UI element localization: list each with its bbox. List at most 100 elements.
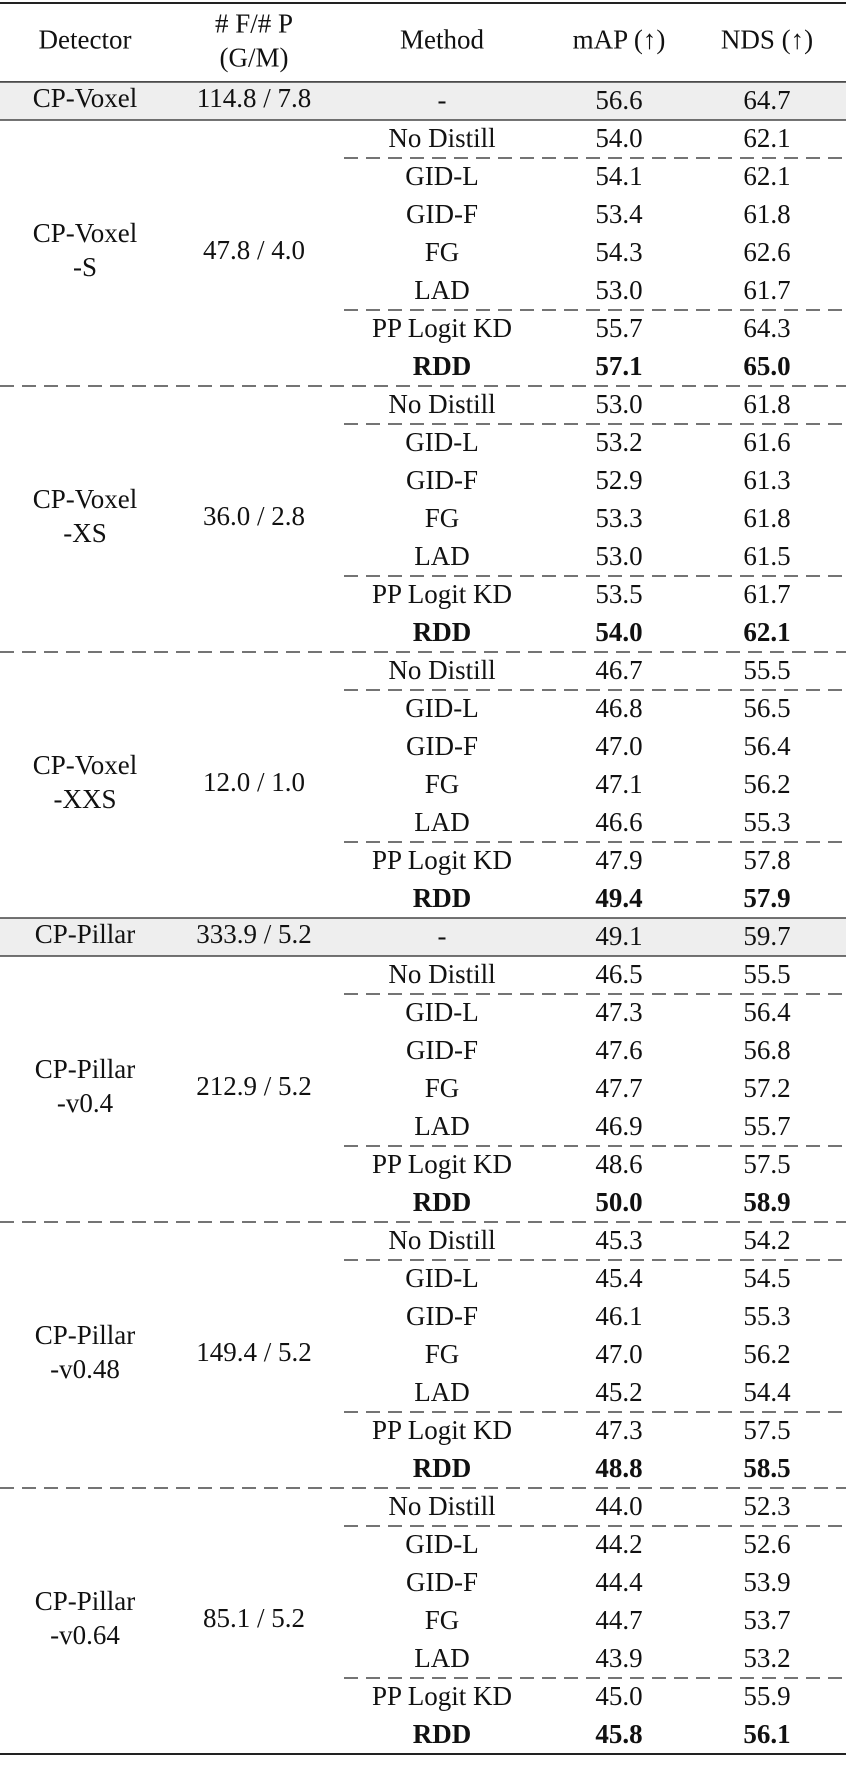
nds-value: 53.7 (743, 1605, 790, 1635)
map-value: 50.0 (595, 1187, 642, 1217)
map-value: 49.4 (595, 883, 642, 913)
nds-value: 56.2 (743, 769, 790, 799)
map-value: 46.7 (595, 655, 642, 685)
map-value: 57.1 (595, 351, 642, 381)
method-name: RDD (413, 1187, 472, 1217)
nds-value: 61.5 (743, 541, 790, 571)
map-value: 45.8 (595, 1719, 642, 1749)
detector-name: CP-Pillar (35, 1586, 136, 1616)
method-name: - (438, 85, 447, 115)
method-name: FG (425, 237, 460, 267)
detector-name: -v0.64 (50, 1620, 120, 1650)
method-name: LAD (414, 275, 470, 305)
method-name: No Distill (388, 1225, 495, 1255)
detector-name: CP-Pillar (35, 1320, 136, 1350)
nds-value: 54.4 (743, 1377, 791, 1407)
nds-value: 65.0 (743, 351, 790, 381)
detector-name: -XXS (53, 784, 116, 814)
map-value: 54.1 (595, 161, 642, 191)
nds-value: 56.8 (743, 1035, 790, 1065)
map-value: 54.0 (595, 123, 642, 153)
method-name: GID-F (406, 1567, 478, 1597)
map-value: 53.5 (595, 579, 642, 609)
map-value: 53.0 (595, 389, 642, 419)
map-value: 45.2 (595, 1377, 642, 1407)
nds-value: 57.8 (743, 845, 790, 875)
nds-value: 57.5 (743, 1415, 790, 1445)
nds-value: 56.1 (743, 1719, 790, 1749)
nds-value: 61.7 (743, 579, 790, 609)
nds-value: 56.4 (743, 731, 791, 761)
method-name: No Distill (388, 959, 495, 989)
nds-value: 55.5 (743, 959, 790, 989)
map-value: 47.9 (595, 845, 642, 875)
method-name: FG (425, 503, 460, 533)
map-value: 47.6 (595, 1035, 642, 1065)
map-value: 53.0 (595, 541, 642, 571)
header-cell: Method (400, 25, 484, 55)
nds-value: 58.5 (743, 1453, 790, 1483)
nds-value: 64.3 (743, 313, 790, 343)
header-cell: mAP (↑) (573, 25, 666, 55)
method-name: LAD (414, 541, 470, 571)
nds-value: 61.8 (743, 389, 790, 419)
header-cell: # F/# P (215, 9, 293, 39)
method-name: GID-L (405, 997, 478, 1027)
detector-name: CP-Pillar (35, 919, 136, 949)
method-name: RDD (413, 351, 472, 381)
flops-params: 212.9 / 5.2 (196, 1071, 312, 1101)
detector-name: CP-Voxel (33, 83, 138, 113)
nds-value: 62.1 (743, 617, 790, 647)
nds-value: 55.5 (743, 655, 790, 685)
map-value: 44.4 (595, 1567, 643, 1597)
flops-params: 85.1 / 5.2 (203, 1603, 305, 1633)
flops-params: 333.9 / 5.2 (196, 919, 312, 949)
nds-value: 56.2 (743, 1339, 790, 1369)
nds-value: 57.9 (743, 883, 790, 913)
map-value: 53.4 (595, 199, 643, 229)
map-value: 47.3 (595, 1415, 642, 1445)
method-name: GID-L (405, 161, 478, 191)
nds-value: 57.2 (743, 1073, 790, 1103)
map-value: 54.3 (595, 237, 642, 267)
map-value: 48.6 (595, 1149, 642, 1179)
map-value: 53.3 (595, 503, 642, 533)
nds-value: 54.5 (743, 1263, 790, 1293)
method-name: PP Logit KD (372, 1149, 512, 1179)
map-value: 45.0 (595, 1681, 642, 1711)
nds-value: 52.3 (743, 1491, 790, 1521)
method-name: GID-F (406, 1035, 478, 1065)
map-value: 43.9 (595, 1643, 642, 1673)
method-name: PP Logit KD (372, 845, 512, 875)
map-value: 45.3 (595, 1225, 642, 1255)
map-value: 46.1 (595, 1301, 642, 1331)
method-name: LAD (414, 1643, 470, 1673)
method-name: GID-L (405, 1529, 478, 1559)
map-value: 49.1 (595, 921, 642, 951)
flops-params: 12.0 / 1.0 (203, 767, 305, 797)
nds-value: 58.9 (743, 1187, 790, 1217)
method-name: GID-F (406, 199, 478, 229)
method-name: - (438, 921, 447, 951)
map-value: 46.8 (595, 693, 642, 723)
method-name: GID-L (405, 693, 478, 723)
nds-value: 56.4 (743, 997, 791, 1027)
method-name: LAD (414, 1111, 470, 1141)
nds-value: 61.7 (743, 275, 790, 305)
map-value: 47.1 (595, 769, 642, 799)
nds-value: 62.1 (743, 161, 790, 191)
nds-value: 54.2 (743, 1225, 790, 1255)
method-name: LAD (414, 807, 470, 837)
detector-name: -XS (63, 518, 107, 548)
map-value: 54.0 (595, 617, 642, 647)
map-value: 53.2 (595, 427, 642, 457)
map-value: 46.9 (595, 1111, 642, 1141)
method-name: LAD (414, 1377, 470, 1407)
map-value: 44.0 (595, 1491, 642, 1521)
method-name: GID-F (406, 731, 478, 761)
method-name: PP Logit KD (372, 579, 512, 609)
nds-value: 61.3 (743, 465, 790, 495)
map-value: 52.9 (595, 465, 642, 495)
method-name: RDD (413, 883, 472, 913)
